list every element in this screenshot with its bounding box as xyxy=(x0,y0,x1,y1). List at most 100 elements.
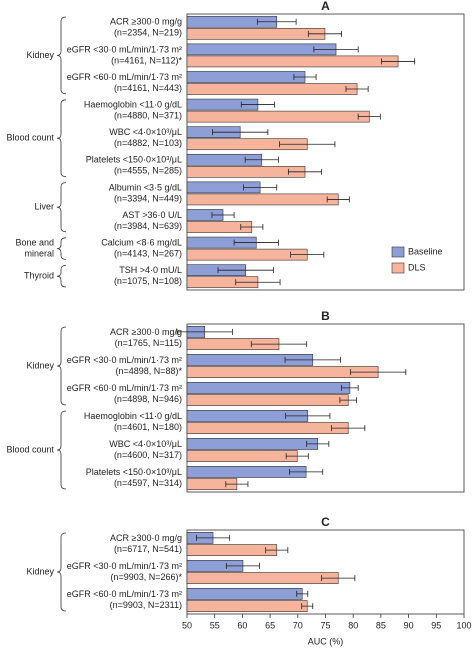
group-brace xyxy=(56,532,67,612)
x-tick-label: 55 xyxy=(210,620,220,630)
category-label: Haemoglobin <11·0 g/dL xyxy=(84,411,182,421)
category-label: Calcium <8·6 mg/dL xyxy=(101,237,182,247)
error-bar xyxy=(279,141,336,148)
group-label: Blood count xyxy=(6,133,54,143)
category-label: WBC <4·0×10³/μL xyxy=(109,127,182,137)
error-bar xyxy=(301,603,314,610)
group-label: Liver xyxy=(34,202,54,212)
error-bar xyxy=(250,341,308,348)
x-tick-label: 95 xyxy=(431,620,441,630)
bar xyxy=(186,572,339,584)
group-label: Kidney xyxy=(26,360,54,370)
error-bar xyxy=(306,440,330,447)
category-label: eGFR <30·0 mL/min/1·73 m² xyxy=(67,355,182,365)
group-brace xyxy=(56,410,67,490)
error-bar xyxy=(285,412,331,419)
bar xyxy=(186,422,349,434)
category-counts: (n=4143, N=267) xyxy=(114,248,182,258)
error-bar xyxy=(296,590,309,597)
category-label: Haemoglobin <11·0 g/dL xyxy=(84,99,182,109)
bar xyxy=(186,193,339,206)
category-label: AST >36·0 U/L xyxy=(122,210,182,220)
legend-swatch xyxy=(391,246,405,258)
category-counts: (n=2354, N=219) xyxy=(114,28,182,38)
x-tick-label: 100 xyxy=(456,620,471,630)
bar xyxy=(186,381,351,394)
category-counts: (n=6717, N=541) xyxy=(114,544,182,554)
bar xyxy=(186,83,358,95)
category-label: eGFR <30·0 mL/min/1·73 m² xyxy=(67,44,182,54)
category-counts: (n=3984, N=639) xyxy=(114,221,182,231)
error-bar xyxy=(341,384,359,391)
error-bar xyxy=(225,562,260,569)
bar xyxy=(186,27,326,40)
error-bar xyxy=(233,239,279,246)
category-label: Platelets <150·0×10³/μL xyxy=(86,155,182,165)
category-counts: (n=4898, N=946) xyxy=(114,394,182,404)
group-label: Thyroid xyxy=(24,271,54,281)
group-label: Blood count xyxy=(6,444,54,454)
bar xyxy=(186,544,278,556)
error-bar xyxy=(235,279,281,286)
category-label: ACR ≥300·0 mg/g xyxy=(110,327,182,337)
group-label: Bone and xyxy=(15,237,54,247)
error-bar xyxy=(212,129,269,136)
frame xyxy=(186,323,465,493)
category-counts: (n=9903, N=2311) xyxy=(110,600,182,610)
error-bar xyxy=(217,267,274,274)
category-counts: (n=1075, N=108) xyxy=(114,276,182,286)
error-bar xyxy=(176,328,233,335)
x-tick-label: 50 xyxy=(182,620,192,630)
bar xyxy=(186,600,308,612)
group-brace xyxy=(56,265,67,288)
category-label: eGFR <60·0 mL/min/1·73 m² xyxy=(67,589,182,599)
bar xyxy=(186,465,307,478)
category-counts: (n=4555, N=285) xyxy=(114,166,182,176)
panel-title: C xyxy=(321,515,330,529)
group-brace xyxy=(56,182,67,233)
error-bar xyxy=(243,184,278,191)
panel-title: B xyxy=(321,309,330,323)
category-label: Albumin <3·5 g/dL xyxy=(109,182,182,192)
bar xyxy=(186,450,298,462)
panel-title: A xyxy=(321,0,330,13)
x-tick-label: 90 xyxy=(404,620,414,630)
category-label: eGFR <30·0 mL/min/1·73 m² xyxy=(67,561,182,571)
category-counts: (n=4882, N=103) xyxy=(114,138,182,148)
error-bar xyxy=(211,211,235,218)
group-label: Kidney xyxy=(26,566,54,576)
x-tick-label: 80 xyxy=(348,620,358,630)
x-tick-label: 85 xyxy=(376,620,386,630)
error-bar xyxy=(313,46,359,53)
group-brace xyxy=(56,237,67,260)
error-bar xyxy=(287,168,323,175)
error-bar xyxy=(289,468,324,475)
error-bar xyxy=(293,73,317,80)
category-counts: (n=4161, N=112)* xyxy=(111,55,182,65)
error-bar xyxy=(290,251,325,258)
bar xyxy=(186,366,379,378)
category-label: ACR ≥300·0 mg/g xyxy=(110,533,182,543)
bar xyxy=(186,248,308,261)
bar xyxy=(186,437,319,450)
bar xyxy=(186,587,303,600)
category-counts: (n=4601, N=180) xyxy=(114,422,182,432)
error-bar xyxy=(265,547,289,554)
error-bar xyxy=(244,156,279,163)
frame xyxy=(186,13,465,291)
category-counts: (n=4880, N=371) xyxy=(114,110,182,120)
legend-swatch xyxy=(391,262,405,274)
x-axis-label: AUC (%) xyxy=(308,636,344,646)
error-bar xyxy=(339,397,357,404)
bar xyxy=(186,394,349,406)
bar xyxy=(186,71,306,83)
category-counts: (n=4597, N=314) xyxy=(114,478,182,488)
bar xyxy=(186,55,399,68)
x-tick-label: 70 xyxy=(293,620,303,630)
group-brace xyxy=(56,326,67,406)
error-bar xyxy=(196,534,231,541)
category-counts: (n=4161, N=443) xyxy=(114,83,182,93)
group-brace xyxy=(56,16,67,95)
x-tick-label: 60 xyxy=(237,620,247,630)
